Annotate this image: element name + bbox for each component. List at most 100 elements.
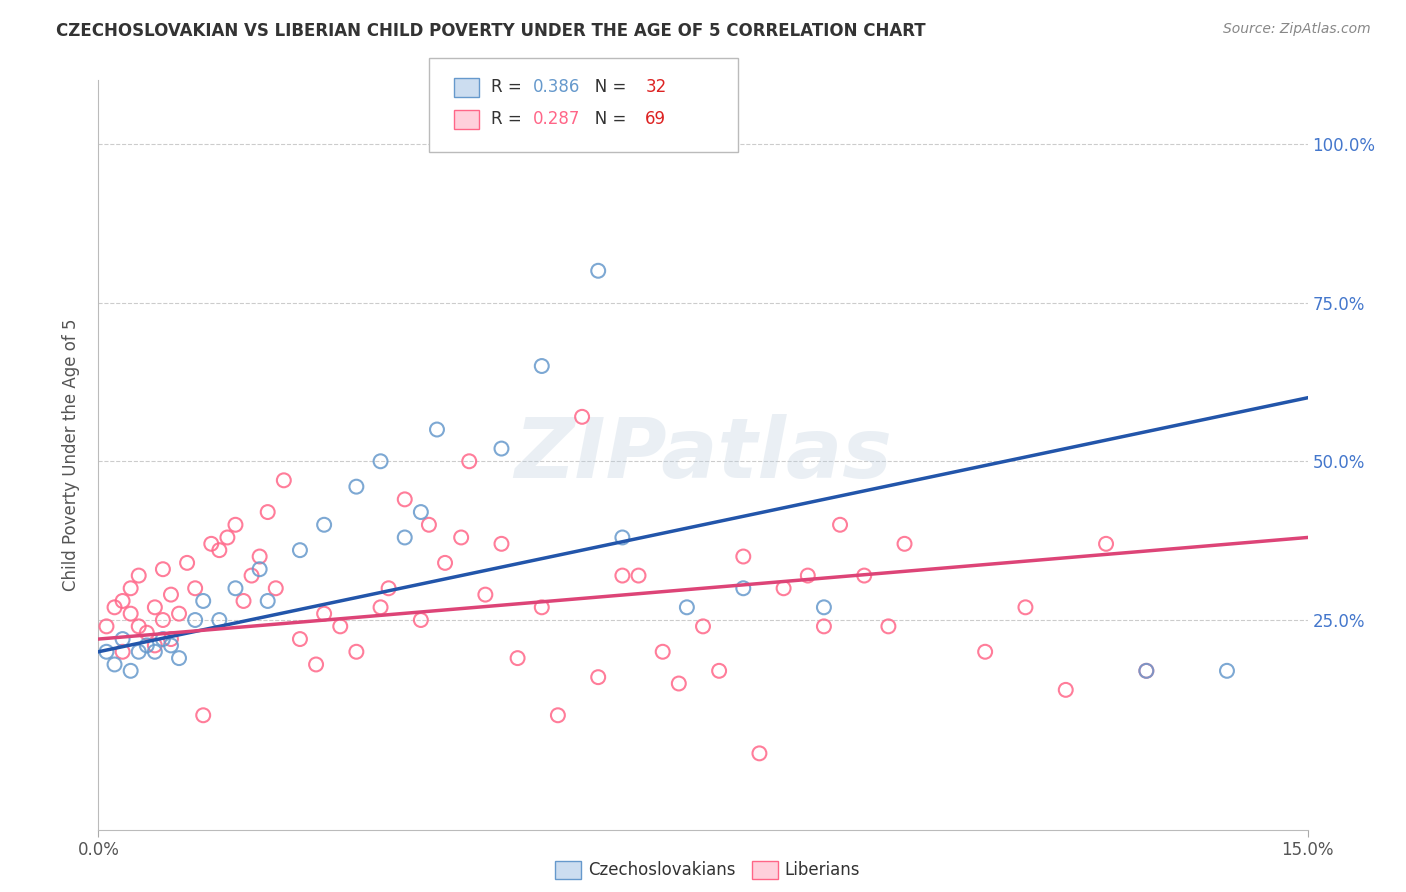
Point [256, 505, 278, 519]
Point [1014, 600, 1036, 615]
Point [160, 639, 183, 653]
Point [344, 645, 367, 659]
Point [193, 594, 215, 608]
Point [249, 549, 271, 564]
Point [651, 645, 673, 659]
Point [160, 632, 183, 646]
Point [224, 517, 246, 532]
Point [370, 454, 392, 468]
Point [612, 568, 634, 582]
Point [111, 632, 134, 646]
Point [1135, 664, 1157, 678]
Point [273, 473, 295, 487]
Point [571, 409, 593, 424]
Point [748, 747, 770, 761]
Point [733, 549, 755, 564]
Point [586, 670, 609, 684]
Point [893, 537, 915, 551]
Point [143, 645, 166, 659]
Point [96, 619, 118, 633]
Point [208, 543, 231, 558]
Point [450, 531, 472, 545]
Text: Czechoslovakians: Czechoslovakians [588, 861, 735, 879]
Point [217, 531, 239, 545]
Point [135, 639, 157, 653]
Point [344, 480, 367, 494]
Point [547, 708, 569, 723]
Point [167, 607, 190, 621]
Point [772, 581, 794, 595]
Point [288, 543, 311, 558]
Point [152, 562, 174, 576]
Point [224, 581, 246, 595]
Text: N =: N = [579, 78, 631, 95]
Point [305, 657, 328, 672]
Point [120, 664, 142, 678]
Text: ZIPatlas: ZIPatlas [515, 415, 891, 495]
Point [813, 619, 835, 633]
Point [530, 600, 553, 615]
Point [418, 517, 440, 532]
Point [370, 600, 392, 615]
Point [256, 594, 278, 608]
Point [167, 651, 190, 665]
Point [530, 359, 553, 373]
Point [627, 568, 650, 582]
Point [160, 588, 183, 602]
Point [394, 531, 416, 545]
Point [120, 581, 142, 595]
Point [853, 568, 876, 582]
Point [200, 537, 222, 551]
Point [176, 556, 198, 570]
Point [1095, 537, 1118, 551]
Point [974, 645, 997, 659]
Point [877, 619, 900, 633]
Point [1135, 664, 1157, 678]
Point [111, 594, 134, 608]
Point [128, 568, 150, 582]
Point [409, 505, 432, 519]
Point [707, 664, 730, 678]
Point [458, 454, 481, 468]
Point [264, 581, 287, 595]
Point [426, 423, 449, 437]
Point [586, 264, 609, 278]
Point [377, 581, 399, 595]
Point [208, 613, 231, 627]
Point [152, 613, 174, 627]
Point [434, 556, 457, 570]
Point [111, 645, 134, 659]
Point [184, 581, 207, 595]
Point [506, 651, 529, 665]
Y-axis label: Child Poverty Under the Age of 5: Child Poverty Under the Age of 5 [62, 318, 80, 591]
Text: R =: R = [491, 78, 527, 95]
Text: Source: ZipAtlas.com: Source: ZipAtlas.com [1223, 22, 1371, 37]
Point [314, 607, 336, 621]
Point [797, 568, 820, 582]
Text: 0.287: 0.287 [533, 110, 581, 128]
Point [128, 619, 150, 633]
Point [288, 632, 311, 646]
Point [692, 619, 714, 633]
Point [128, 645, 150, 659]
Point [676, 600, 699, 615]
Point [193, 708, 215, 723]
Point [103, 657, 125, 672]
Point [120, 607, 142, 621]
Point [103, 600, 125, 615]
Point [668, 676, 690, 690]
Text: R =: R = [491, 110, 527, 128]
Point [232, 594, 254, 608]
Point [813, 600, 835, 615]
Point [240, 568, 263, 582]
Point [184, 613, 207, 627]
Point [1216, 664, 1239, 678]
Text: 69: 69 [645, 110, 666, 128]
Point [152, 632, 174, 646]
Point [828, 517, 851, 532]
Text: 32: 32 [645, 78, 666, 95]
Point [96, 645, 118, 659]
Point [249, 562, 271, 576]
Text: Liberians: Liberians [785, 861, 860, 879]
Point [143, 639, 166, 653]
